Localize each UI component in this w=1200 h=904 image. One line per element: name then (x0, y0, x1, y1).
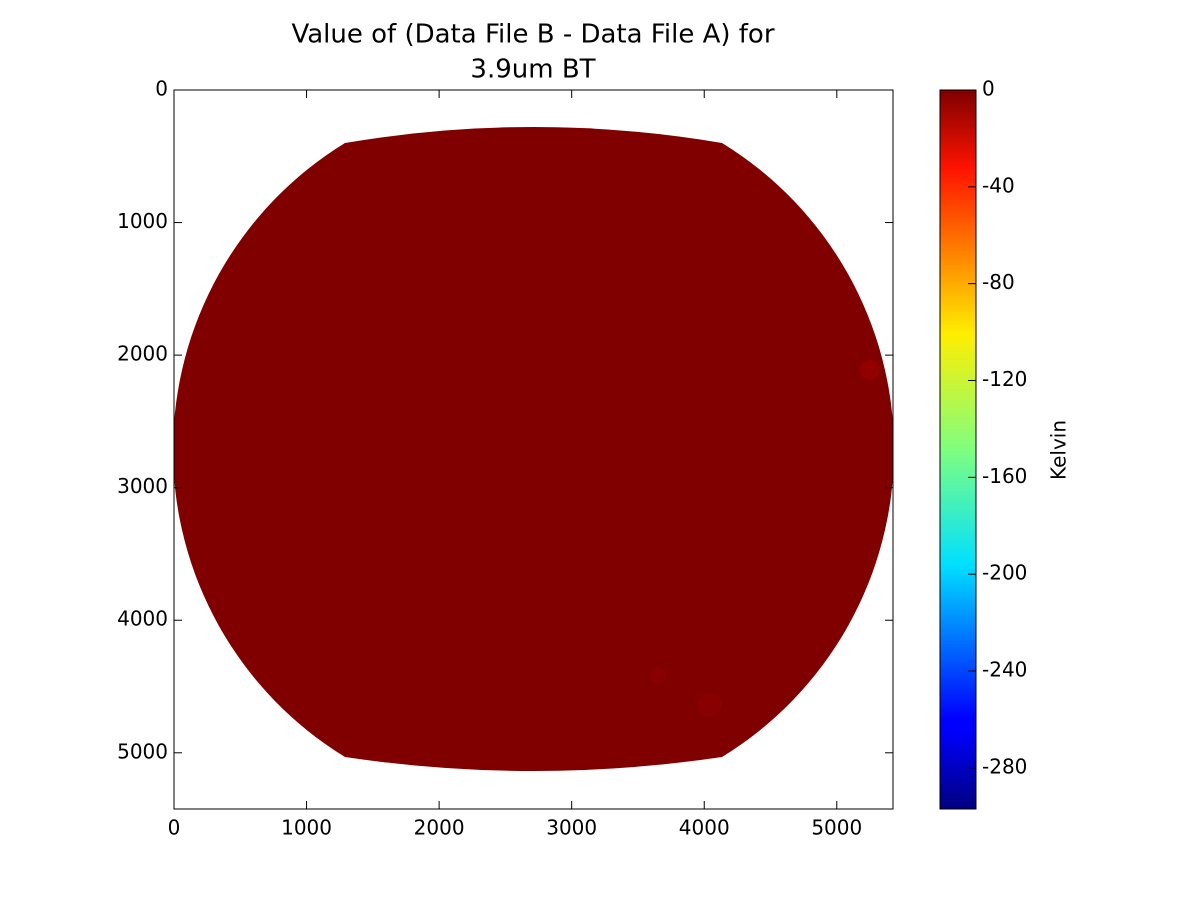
y-tick-label: 2000 (117, 342, 168, 366)
image (174, 127, 893, 771)
x-tick-label: 3000 (546, 816, 597, 840)
speckle (860, 360, 880, 380)
colorbar-tick-label: -240 (982, 658, 1027, 682)
chart-title: 3.9um BT (470, 55, 595, 85)
colorbar (939, 89, 977, 810)
colorbar-tick-label: -120 (982, 367, 1027, 391)
speckle (698, 693, 722, 717)
y-tick-label: 5000 (117, 739, 168, 763)
y-tick-label: 4000 (117, 607, 168, 631)
chart-title: Value of (Data File B - Data File A) for (291, 20, 774, 50)
speckle (650, 667, 666, 683)
y-tick-label: 3000 (117, 474, 168, 498)
x-tick-label: 4000 (679, 816, 730, 840)
colorbar-tick-label: -80 (982, 270, 1015, 294)
x-tick-label: 2000 (414, 816, 465, 840)
colorbar-tick-label: -200 (982, 561, 1027, 585)
x-tick-label: 5000 (811, 816, 862, 840)
x-tick-label: 0 (168, 816, 181, 840)
plot-frame (173, 89, 894, 810)
colorbar-tick-label: -40 (982, 173, 1015, 197)
x-tick-label: 1000 (281, 816, 332, 840)
disk (174, 127, 893, 771)
y-tick-label: 1000 (117, 209, 168, 233)
colorbar-tick-label: -160 (982, 464, 1027, 488)
colorbar-label: Kelvin (1047, 420, 1071, 480)
colorbar-tick-label: -280 (982, 754, 1027, 778)
colorbar-tick-label: 0 (982, 77, 995, 101)
y-tick-label: 0 (155, 77, 168, 101)
